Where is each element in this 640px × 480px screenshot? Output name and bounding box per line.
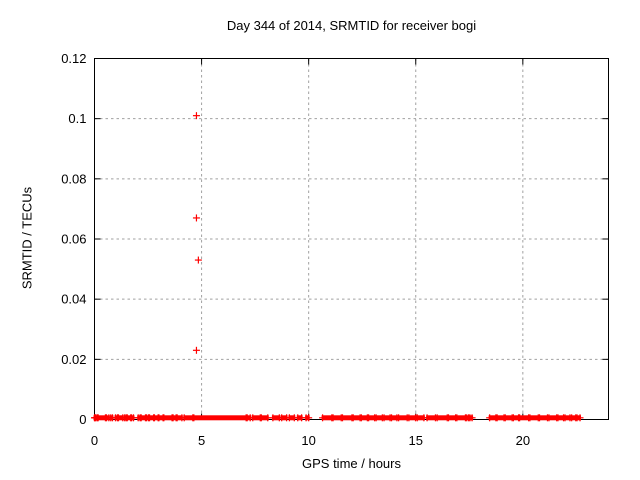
- x-tick-label: 10: [301, 433, 315, 448]
- y-tick-label: 0.02: [61, 352, 86, 367]
- x-tick-label: 5: [198, 433, 205, 448]
- baseline-marker-cluster: [436, 415, 449, 421]
- baseline-marker-cluster: [528, 415, 540, 421]
- y-tick-label: 0: [79, 412, 86, 427]
- baseline-marker-cluster: [397, 415, 409, 421]
- baseline-marker-cluster: [426, 415, 437, 421]
- baseline-marker-cluster: [251, 415, 262, 421]
- baseline-marker-cluster: [332, 415, 343, 421]
- y-tick-label: 0.1: [68, 111, 86, 126]
- baseline-marker-cluster: [547, 415, 558, 421]
- baseline-marker-cluster: [447, 415, 457, 421]
- y-tick-label: 0.04: [61, 292, 86, 307]
- baseline-marker-cluster: [455, 415, 467, 421]
- x-tick-label: 20: [516, 433, 530, 448]
- x-tick-label: 15: [409, 433, 423, 448]
- x-axis-title: GPS time / hours: [302, 456, 401, 471]
- y-tick-label: 0.12: [61, 51, 86, 66]
- baseline-marker-cluster: [341, 415, 353, 421]
- x-tick-label: 0: [91, 433, 98, 448]
- chart-title: Day 344 of 2014, SRMTID for receiver bog…: [226, 18, 477, 33]
- baseline-marker-cluster: [321, 415, 333, 421]
- baseline-marker-cluster: [538, 415, 549, 421]
- baseline-marker-cluster: [97, 415, 107, 421]
- baseline-marker-cluster: [183, 415, 194, 421]
- baseline-marker-cluster: [162, 415, 174, 421]
- y-tick-label: 0.06: [61, 232, 86, 247]
- y-tick-label: 0.08: [61, 171, 86, 186]
- baseline-marker-cluster: [192, 415, 248, 421]
- baseline-marker-cluster: [518, 415, 530, 421]
